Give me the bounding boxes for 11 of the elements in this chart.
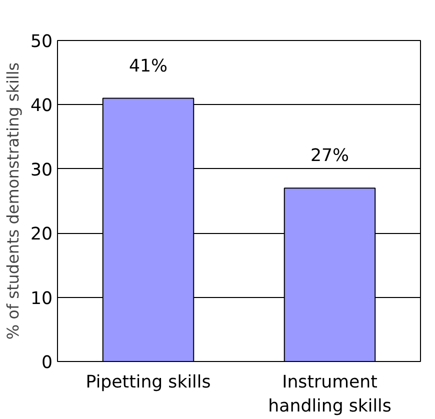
y-axis-title: % of students demonstrating skills [3,62,22,340]
data-label: 41% [128,56,168,76]
data-label: 27% [310,146,350,166]
y-tick-label: 40 [30,96,53,116]
x-tick-label: Pipetting skills [86,372,211,392]
x-tick-label: Instrument handling skills [268,372,392,416]
y-tick-label: 20 [30,224,53,245]
y-tick-label: 50 [30,32,53,52]
y-tick-label: 0 [41,353,53,373]
y-tick-label: 10 [30,288,53,309]
y-tick-label: 30 [30,160,53,180]
